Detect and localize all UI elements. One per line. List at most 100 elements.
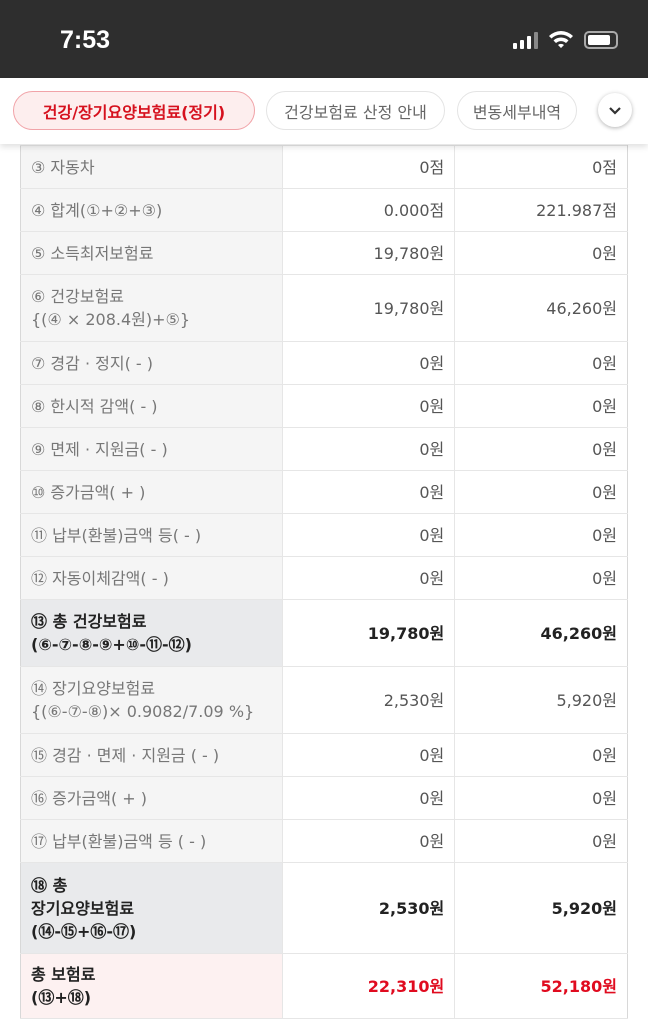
wifi-icon	[549, 31, 573, 48]
table-row: ⑨ 면제 · 지원금( - ) 0원 0원	[20, 427, 628, 471]
value-cell: 46,260원	[454, 274, 628, 342]
value-cell: 221.987점	[454, 188, 628, 232]
value-cell: 22,310원	[281, 953, 456, 1019]
row-header: ⑭ 장기요양보험료 {(⑥-⑦-⑧)× 0.9082/7.09 %}	[20, 666, 283, 734]
tab-regular-premium[interactable]: 건강/장기요양보험료(정기)	[13, 91, 255, 130]
row-header: ⑨ 면제 · 지원금( - )	[20, 427, 283, 471]
row-label: ⑦ 경감 · 정지( - )	[31, 353, 153, 373]
row-label: ④ 합계(①+②+③)	[31, 200, 163, 220]
premium-table: ③ 자동차 0점 0점 ④ 합계(①+②+③) 0.000점 221.987점 ⑤ 소득최저…	[20, 145, 628, 1019]
row-label: ⑰ 납부(환불)금액 등 ( - )	[31, 831, 207, 851]
value-cell: 2,530원	[281, 666, 456, 734]
row-header: ⑰ 납부(환불)금액 등 ( - )	[20, 819, 283, 863]
value-cell: 0원	[454, 819, 628, 863]
row-label: ⑤ 소득최저보험료	[31, 243, 154, 263]
table-row: ⑤ 소득최저보험료 19,780원 0원	[20, 231, 628, 275]
row-header: ④ 합계(①+②+③)	[20, 188, 283, 232]
row-header: ⑫ 자동이체감액( - )	[20, 556, 283, 600]
row-label: ⑥ 건강보험료	[31, 287, 125, 306]
value-cell: 0원	[281, 341, 456, 385]
value-cell: 19,780원	[281, 599, 456, 667]
value-cell: 0원	[454, 341, 628, 385]
value-cell: 0점	[454, 145, 628, 189]
value-cell: 5,920원	[454, 666, 628, 734]
tab-bar: 건강/장기요양보험료(정기) 건강보험료 산정 안내 변동세부내역	[0, 78, 648, 144]
table-row: ⑬ 총 건강보험료 (⑥-⑦-⑧-⑨+⑩-⑪-⑫) 19,780원 46,260원	[20, 599, 628, 667]
row-label-formula: {(④ × 208.4원)+⑤}	[31, 310, 191, 329]
row-header: ⑮ 경감 · 면제 · 지원금 ( - )	[20, 733, 283, 777]
value-cell: 19,780원	[281, 274, 456, 342]
row-label: 총 보험료	[31, 965, 96, 984]
expand-tabs-button[interactable]	[598, 93, 632, 127]
table-row: ⑪ 납부(환불)금액 등( - ) 0원 0원	[20, 513, 628, 557]
value-cell: 0원	[281, 556, 456, 600]
row-header: ⑤ 소득최저보험료	[20, 231, 283, 275]
value-cell: 0원	[454, 384, 628, 428]
value-cell: 5,920원	[454, 862, 628, 954]
value-cell: 0원	[281, 384, 456, 428]
row-label-formula: (⑥-⑦-⑧-⑨+⑩-⑪-⑫)	[31, 635, 192, 654]
value-cell: 0원	[454, 556, 628, 600]
table-row: ⑩ 증가금액( + ) 0원 0원	[20, 470, 628, 514]
tab-change-details[interactable]: 변동세부내역	[457, 91, 577, 130]
signal-icon	[513, 31, 538, 49]
value-cell: 19,780원	[281, 231, 456, 275]
value-cell: 0원	[281, 513, 456, 557]
row-label-formula: {(⑥-⑦-⑧)× 0.9082/7.09 %}	[31, 702, 255, 721]
table-row: ⑦ 경감 · 정지( - ) 0원 0원	[20, 341, 628, 385]
value-cell: 0원	[454, 776, 628, 820]
row-label: ⑱ 총	[31, 875, 68, 895]
value-cell: 46,260원	[454, 599, 628, 667]
status-bar: 7:53	[0, 0, 648, 78]
value-cell: 0점	[281, 145, 456, 189]
row-header: ③ 자동차	[20, 145, 283, 189]
table-row: ④ 합계(①+②+③) 0.000점 221.987점	[20, 188, 628, 232]
value-cell: 0원	[281, 470, 456, 514]
value-cell: 0.000점	[281, 188, 456, 232]
row-label: ⑩ 증가금액( + )	[31, 482, 146, 502]
table-row: ③ 자동차 0점 0점	[20, 145, 628, 189]
table-row: ⑧ 한시적 감액( - ) 0원 0원	[20, 384, 628, 428]
row-header: ⑦ 경감 · 정지( - )	[20, 341, 283, 385]
table-row: 총 보험료 (⑬+⑱) 22,310원 52,180원	[20, 953, 628, 1019]
row-label-formula: (⑬+⑱)	[31, 988, 92, 1007]
row-label-formula: 장기요양보험료	[31, 898, 135, 918]
status-time: 7:53	[60, 26, 111, 54]
row-label: ⑭ 장기요양보험료	[31, 679, 156, 698]
value-cell: 0원	[454, 427, 628, 471]
value-cell: 2,530원	[281, 862, 456, 954]
row-header: 총 보험료 (⑬+⑱)	[20, 953, 283, 1019]
row-label: ⑬ 총 건강보험료	[31, 612, 147, 631]
value-cell: 0원	[281, 733, 456, 777]
row-header: ⑩ 증가금액( + )	[20, 470, 283, 514]
table-row: ⑫ 자동이체감액( - ) 0원 0원	[20, 556, 628, 600]
value-cell: 52,180원	[454, 953, 628, 1019]
value-cell: 0원	[454, 231, 628, 275]
row-label: ⑧ 한시적 감액( - )	[31, 396, 158, 416]
row-header: ⑥ 건강보험료 {(④ × 208.4원)+⑤}	[20, 274, 283, 342]
row-label: ⑨ 면제 · 지원금( - )	[31, 439, 168, 459]
table-row: ⑰ 납부(환불)금액 등 ( - ) 0원 0원	[20, 819, 628, 863]
table-row: ⑭ 장기요양보험료 {(⑥-⑦-⑧)× 0.9082/7.09 %} 2,530원 5…	[20, 666, 628, 734]
table-row: ⑯ 증가금액( + ) 0원 0원	[20, 776, 628, 820]
row-header: ⑯ 증가금액( + )	[20, 776, 283, 820]
table-row: ⑥ 건강보험료 {(④ × 208.4원)+⑤} 19,780원 46,260원	[20, 274, 628, 342]
row-label: ⑯ 증가금액( + )	[31, 788, 148, 808]
value-cell: 0원	[454, 513, 628, 557]
value-cell: 0원	[281, 819, 456, 863]
value-cell: 0원	[454, 733, 628, 777]
value-cell: 0원	[281, 776, 456, 820]
table-row: ⑮ 경감 · 면제 · 지원금 ( - ) 0원 0원	[20, 733, 628, 777]
value-cell: 0원	[454, 470, 628, 514]
value-cell: 0원	[281, 427, 456, 471]
row-header: ⑬ 총 건강보험료 (⑥-⑦-⑧-⑨+⑩-⑪-⑫)	[20, 599, 283, 667]
row-header: ⑪ 납부(환불)금액 등( - )	[20, 513, 283, 557]
chevron-down-icon	[609, 106, 621, 115]
tab-premium-guide[interactable]: 건강보험료 산정 안내	[266, 91, 445, 130]
row-label: ⑮ 경감 · 면제 · 지원금 ( - )	[31, 745, 220, 765]
battery-icon	[584, 31, 618, 49]
row-label-formula: (⑭-⑮+⑯-⑰)	[31, 921, 137, 941]
row-header: ⑧ 한시적 감액( - )	[20, 384, 283, 428]
